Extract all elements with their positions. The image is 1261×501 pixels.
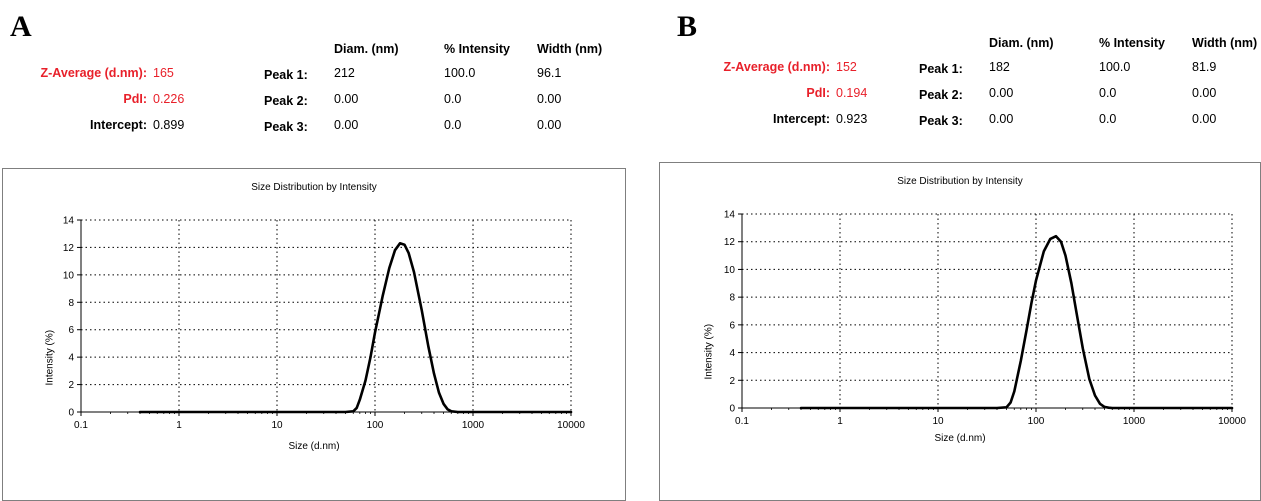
peak-3-label: Peak 3: [264, 120, 308, 134]
x-tick-label: 100 [367, 420, 384, 431]
pdi-value: 0.226 [153, 92, 185, 106]
y-tick-label: 4 [68, 353, 74, 364]
column-header-intensity: % Intensity [1099, 36, 1165, 50]
y-tick-label: 8 [729, 293, 735, 304]
x-tick-label: 10000 [1218, 416, 1246, 427]
peak-1-width: 81.9 [1192, 60, 1217, 74]
chart-title: Size Distribution by Intensity [251, 182, 377, 193]
peak-3-label: Peak 3: [919, 114, 963, 128]
z-average-label: Z-Average (d.nm): [40, 66, 148, 80]
column-header-diameter: Diam. (nm) [989, 36, 1054, 50]
y-tick-label: 12 [63, 243, 75, 254]
pdi-label: PdI: [806, 86, 830, 100]
x-tick-label: 1 [837, 416, 843, 427]
y-tick-label: 12 [724, 237, 736, 248]
peak-3-width: 0.00 [537, 118, 562, 132]
peak-2-diameter: 0.00 [334, 92, 359, 106]
z-average-value: 152 [836, 60, 857, 74]
column-header-width: Width (nm) [537, 42, 603, 56]
peak-2-label: Peak 2: [919, 88, 963, 102]
peak-2-width: 0.00 [1192, 86, 1217, 100]
x-tick-label: 0.1 [74, 420, 88, 431]
intercept-value: 0.923 [836, 112, 868, 126]
size-distribution-chart: Size Distribution by Intensity Intensity… [2, 168, 626, 501]
x-tick-label: 10 [932, 416, 944, 427]
peak-2-label: Peak 2: [264, 94, 308, 108]
column-header-width: Width (nm) [1192, 36, 1258, 50]
x-tick-label: 1000 [462, 420, 485, 431]
plot-area: 0.1 1 10 100 1000 10000 0 2 4 6 8 10 12 14 [724, 210, 1246, 428]
peak-2-intensity: 0.0 [1099, 86, 1117, 100]
x-tick-label: 100 [1028, 416, 1045, 427]
intensity-curve [138, 242, 573, 414]
pdi-value: 0.194 [836, 86, 868, 100]
y-tick-label: 6 [68, 325, 74, 336]
size-distribution-chart: Size Distribution by Intensity Intensity… [659, 162, 1261, 501]
x-axis-label: Size (d.nm) [934, 433, 986, 444]
z-average-label: Z-Average (d.nm): [723, 60, 831, 74]
peak-1-label: Peak 1: [919, 62, 963, 76]
panel-b: B Z-Average (d.nm): 152 PdI: 0.194 Inter… [655, 0, 1261, 501]
y-tick-label: 14 [724, 210, 736, 221]
x-tick-label: 10000 [557, 420, 585, 431]
x-tick-label: 1000 [1123, 416, 1146, 427]
y-tick-label: 4 [729, 348, 735, 359]
peak-3-diameter: 0.00 [989, 112, 1014, 126]
peak-1-width: 96.1 [537, 66, 562, 80]
peak-3-diameter: 0.00 [334, 118, 359, 132]
peak-1-label: Peak 1: [264, 68, 308, 82]
x-tick-label: 1 [176, 420, 182, 431]
x-tick-label: 10 [271, 420, 283, 431]
intercept-value: 0.899 [153, 118, 185, 132]
peak-1-diameter: 182 [989, 60, 1010, 74]
peak-3-intensity: 0.0 [1099, 112, 1117, 126]
x-tick-label: 0.1 [735, 416, 749, 427]
panel-letter: B [677, 10, 698, 43]
x-axis-label: Size (d.nm) [288, 441, 340, 452]
peak-1-diameter: 212 [334, 66, 355, 80]
y-tick-label: 6 [729, 320, 735, 331]
y-tick-label: 10 [63, 270, 75, 281]
y-tick-label: 10 [724, 265, 736, 276]
intensity-curve [799, 234, 1234, 410]
y-tick-label: 0 [729, 404, 735, 415]
y-tick-label: 8 [68, 298, 74, 309]
pdi-label: PdI: [123, 92, 147, 106]
column-header-intensity: % Intensity [444, 42, 510, 56]
panel-letter: A [10, 10, 32, 43]
y-tick-label: 14 [63, 216, 75, 227]
y-tick-label: 2 [729, 376, 735, 387]
peak-2-intensity: 0.0 [444, 92, 462, 106]
intercept-label: Intercept: [773, 112, 830, 126]
plot-area: 0.1 1 10 100 1000 10000 0 2 4 6 8 10 12 14 [63, 216, 585, 432]
intercept-label: Intercept: [90, 118, 147, 132]
panel-a: A Z-Average (d.nm): 165 PdI: 0.226 Inter… [0, 0, 630, 501]
z-average-value: 165 [153, 66, 174, 80]
column-header-diameter: Diam. (nm) [334, 42, 399, 56]
y-tick-label: 0 [68, 408, 74, 419]
peak-3-intensity: 0.0 [444, 118, 462, 132]
peak-1-intensity: 100.0 [1099, 60, 1131, 74]
peak-2-diameter: 0.00 [989, 86, 1014, 100]
chart-title: Size Distribution by Intensity [897, 176, 1023, 187]
y-tick-label: 2 [68, 380, 74, 391]
peak-1-intensity: 100.0 [444, 66, 476, 80]
peak-3-width: 0.00 [1192, 112, 1217, 126]
peak-2-width: 0.00 [537, 92, 562, 106]
